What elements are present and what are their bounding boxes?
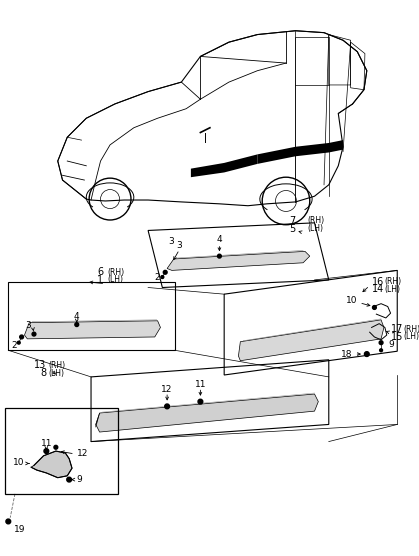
Text: 2: 2 bbox=[155, 274, 160, 282]
Text: 12: 12 bbox=[77, 449, 88, 459]
Circle shape bbox=[6, 519, 10, 524]
Text: 3: 3 bbox=[168, 237, 174, 246]
Text: 18: 18 bbox=[341, 350, 352, 359]
Text: 12: 12 bbox=[161, 385, 173, 394]
Text: 8: 8 bbox=[40, 368, 47, 378]
Text: (RH): (RH) bbox=[384, 277, 401, 286]
Text: (RH): (RH) bbox=[307, 216, 324, 225]
Text: (RH): (RH) bbox=[48, 361, 65, 370]
Circle shape bbox=[163, 270, 167, 274]
Bar bbox=[5, 408, 118, 494]
Text: (LH): (LH) bbox=[384, 285, 400, 294]
Polygon shape bbox=[31, 451, 72, 478]
Polygon shape bbox=[238, 320, 384, 361]
Polygon shape bbox=[191, 155, 257, 177]
Text: (RH): (RH) bbox=[403, 325, 419, 334]
Text: 14: 14 bbox=[372, 285, 384, 295]
Text: 4: 4 bbox=[74, 311, 80, 321]
Circle shape bbox=[217, 254, 221, 258]
Circle shape bbox=[54, 445, 58, 449]
Text: 9: 9 bbox=[77, 475, 83, 484]
Circle shape bbox=[372, 306, 376, 309]
Circle shape bbox=[44, 449, 49, 454]
Circle shape bbox=[198, 399, 203, 404]
Text: 4: 4 bbox=[217, 235, 222, 245]
Circle shape bbox=[75, 322, 79, 326]
Circle shape bbox=[365, 352, 369, 356]
Text: 11: 11 bbox=[195, 380, 206, 389]
Text: 19: 19 bbox=[14, 524, 26, 534]
Text: 1: 1 bbox=[97, 275, 103, 285]
Text: 10: 10 bbox=[346, 296, 357, 305]
Polygon shape bbox=[257, 140, 343, 164]
Text: (LH): (LH) bbox=[307, 224, 323, 233]
Circle shape bbox=[17, 341, 20, 344]
Text: (RH): (RH) bbox=[107, 268, 124, 277]
Text: 17: 17 bbox=[391, 324, 403, 334]
Text: 15: 15 bbox=[391, 332, 403, 342]
Text: 13: 13 bbox=[34, 360, 47, 370]
Polygon shape bbox=[96, 394, 318, 432]
Circle shape bbox=[20, 335, 23, 339]
Circle shape bbox=[161, 276, 164, 279]
Text: 6: 6 bbox=[97, 267, 103, 277]
Text: 9: 9 bbox=[389, 340, 394, 349]
Circle shape bbox=[165, 404, 170, 409]
Text: 3: 3 bbox=[26, 321, 31, 330]
Circle shape bbox=[379, 341, 383, 345]
Text: (LH): (LH) bbox=[48, 369, 64, 378]
Text: 16: 16 bbox=[372, 277, 384, 287]
Polygon shape bbox=[167, 251, 310, 270]
Circle shape bbox=[32, 332, 36, 336]
Text: 5: 5 bbox=[289, 224, 295, 234]
Text: 2: 2 bbox=[11, 341, 17, 350]
Circle shape bbox=[380, 349, 383, 352]
Polygon shape bbox=[96, 413, 100, 428]
Text: 11: 11 bbox=[41, 439, 52, 448]
Text: 7: 7 bbox=[289, 216, 295, 226]
Circle shape bbox=[67, 477, 72, 482]
Text: 10: 10 bbox=[13, 458, 24, 467]
Polygon shape bbox=[24, 321, 160, 339]
Text: (LH): (LH) bbox=[107, 275, 123, 285]
Text: 3: 3 bbox=[176, 241, 182, 250]
Text: (LH): (LH) bbox=[403, 332, 419, 341]
